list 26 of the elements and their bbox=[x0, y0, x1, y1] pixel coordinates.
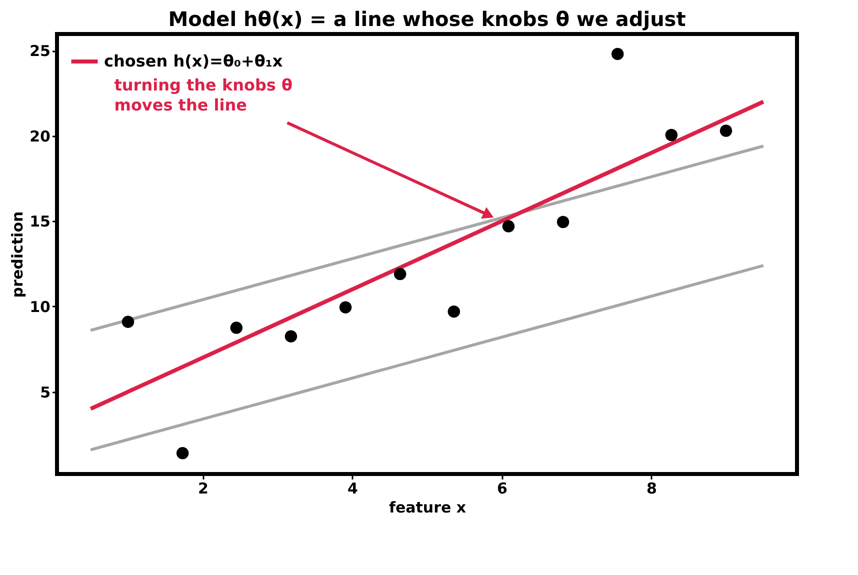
point bbox=[448, 305, 460, 318]
legend-label: chosen h(x)=θ₀+θ₁x bbox=[104, 52, 284, 70]
y-axis-title: prediction bbox=[8, 211, 27, 298]
point bbox=[284, 330, 298, 342]
point bbox=[176, 447, 189, 460]
chart-title: Model hθ(x) = a line whose knobs θ we adjust bbox=[168, 7, 686, 31]
x-tick-label: 4 bbox=[348, 480, 358, 498]
point bbox=[230, 322, 243, 334]
point bbox=[720, 124, 732, 137]
point bbox=[122, 316, 134, 328]
point bbox=[394, 268, 406, 280]
y-tick-label: 15 bbox=[30, 212, 50, 231]
y-tick-label: 20 bbox=[30, 127, 50, 146]
point bbox=[502, 220, 515, 232]
y-tick-label: 25 bbox=[30, 42, 50, 60]
point bbox=[556, 216, 570, 228]
y-tick-label: 10 bbox=[30, 298, 50, 316]
point bbox=[339, 301, 352, 314]
x-tick-label: 2 bbox=[198, 480, 208, 498]
annotation: turning the knobs θ moves the line bbox=[114, 76, 293, 115]
y-tick-label: 5 bbox=[40, 383, 50, 402]
point bbox=[611, 48, 624, 60]
point bbox=[665, 128, 678, 142]
x-axis-title: feature x bbox=[388, 498, 466, 516]
x-tick-label: 6 bbox=[497, 480, 508, 498]
x-tick-label: 8 bbox=[646, 480, 657, 498]
